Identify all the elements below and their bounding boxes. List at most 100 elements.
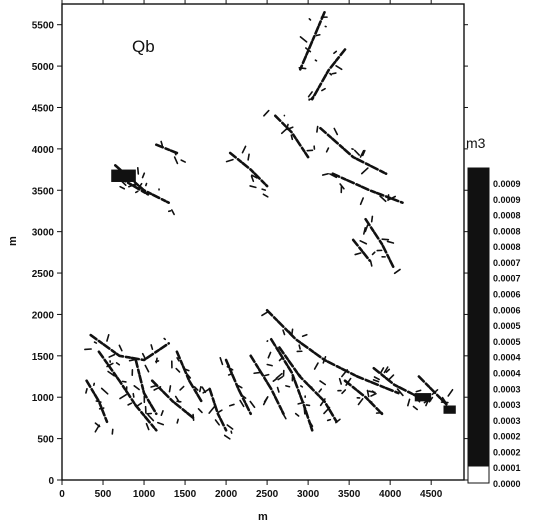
channel-speckle xyxy=(153,386,162,391)
channel-speckle xyxy=(386,240,395,244)
channel-speckle xyxy=(121,380,127,383)
channel-speckle xyxy=(362,226,367,235)
channel-speckle xyxy=(341,389,347,395)
channel-speckle xyxy=(272,377,278,382)
filled-block xyxy=(111,169,136,182)
channel-speckle xyxy=(319,398,326,407)
x-tick-label: 2000 xyxy=(215,489,238,500)
channel-speckle xyxy=(239,393,247,399)
colorbar-labels: 0.0009 0.0009 0.0008 0.0008 0.0008 0.0007 0.00… xyxy=(493,179,521,489)
colorbar-label: 0.0009 xyxy=(493,195,521,205)
channel-speckle xyxy=(118,344,123,352)
channel-segment xyxy=(351,238,371,262)
x-tick-label: 500 xyxy=(95,489,112,500)
channel-speckle xyxy=(199,386,202,393)
channel-speckle xyxy=(354,252,362,256)
channel-speckle xyxy=(106,362,114,368)
channel-speckle xyxy=(300,385,304,388)
channel-speckle xyxy=(156,421,165,426)
channel-speckle xyxy=(184,371,192,379)
y-tick-label: 2500 xyxy=(32,269,55,280)
channel-segment xyxy=(372,366,421,399)
channel-speckle xyxy=(278,357,284,362)
channel-speckle xyxy=(174,395,180,403)
channel-speckle xyxy=(366,389,370,398)
channel-speckle xyxy=(107,370,116,377)
channel-speckle xyxy=(333,50,338,55)
channel-segment xyxy=(310,48,347,101)
y-tick-label: 0 xyxy=(48,476,54,487)
colorbar-label: 0.0005 xyxy=(493,337,521,347)
channel-speckle xyxy=(319,380,327,386)
channel-speckle xyxy=(359,240,368,245)
channel-speckle xyxy=(119,185,126,190)
channel-speckle xyxy=(370,215,374,223)
x-tick-label: 4500 xyxy=(420,489,443,500)
channel-speckle xyxy=(298,344,301,350)
channel-speckle xyxy=(251,174,258,179)
x-tick-label: 1000 xyxy=(133,489,156,500)
channel-segment xyxy=(417,375,449,407)
channel-segment xyxy=(278,346,339,424)
channel-speckle xyxy=(179,385,185,391)
channel-speckle xyxy=(369,260,373,267)
channel-segment xyxy=(228,151,269,188)
channel-speckle xyxy=(323,406,331,415)
channel-segment xyxy=(134,358,158,416)
channel-speckle xyxy=(106,334,110,342)
channel-speckle xyxy=(168,385,172,393)
colorbar-label: 0.0003 xyxy=(493,384,521,394)
channel-speckle xyxy=(431,388,439,396)
channel-speckle xyxy=(338,377,343,385)
y-tick-label: 5500 xyxy=(32,21,55,32)
channel-speckle xyxy=(85,387,88,394)
channel-speckle xyxy=(263,396,269,403)
channel-speckle xyxy=(308,17,312,21)
channel-segment xyxy=(155,143,179,155)
channel-speckle xyxy=(329,173,338,179)
channel-speckle xyxy=(315,33,321,37)
colorbar-label: 0.0009 xyxy=(493,179,521,189)
channel-speckle xyxy=(219,356,224,366)
channel-speckle xyxy=(314,59,318,62)
channel-speckle xyxy=(425,400,429,407)
colorbar-label: 0.0008 xyxy=(493,211,521,221)
channel-speckle xyxy=(202,388,210,394)
x-tick-label: 4000 xyxy=(379,489,402,500)
channel-speckle xyxy=(176,356,180,362)
channel-speckle xyxy=(192,413,195,422)
channel-speckle xyxy=(385,368,391,373)
channel-speckle xyxy=(309,95,315,101)
colorbar-label: 0.0002 xyxy=(493,432,521,442)
channel-speckle xyxy=(285,385,291,388)
channel-speckle xyxy=(267,351,272,359)
channel-speckle xyxy=(249,185,257,189)
channel-speckle xyxy=(359,197,364,206)
channel-speckle xyxy=(193,386,199,391)
channel-speckle xyxy=(155,357,158,364)
channel-segment xyxy=(224,358,252,416)
channel-speckle xyxy=(407,398,411,407)
channel-speckle xyxy=(119,393,127,400)
channel-speckle xyxy=(335,418,341,424)
x-tick-label: 3500 xyxy=(338,489,361,500)
channel-speckle xyxy=(298,67,307,70)
panel-title: Qb xyxy=(132,37,155,56)
colorbar-label: 0.0006 xyxy=(493,305,521,315)
channel-speckle xyxy=(201,386,207,394)
channel-speckle xyxy=(307,384,313,389)
channel-speckle xyxy=(141,352,146,360)
channel-speckle xyxy=(361,149,366,157)
axis-ticks: 0 500 1000 1500 2000 2500 3000 3500 4000 4500 0 500… xyxy=(32,0,468,500)
channel-segment xyxy=(269,338,314,432)
filled-block xyxy=(414,393,432,402)
colorbar-dark-band xyxy=(468,168,489,466)
x-tick-label: 3000 xyxy=(297,489,320,500)
channel-speckle xyxy=(325,147,330,153)
filled-block xyxy=(443,405,456,414)
channel-speckle xyxy=(359,149,365,158)
channel-speckle xyxy=(225,158,234,163)
channel-speckle xyxy=(331,72,337,75)
channel-speckle xyxy=(115,362,121,366)
